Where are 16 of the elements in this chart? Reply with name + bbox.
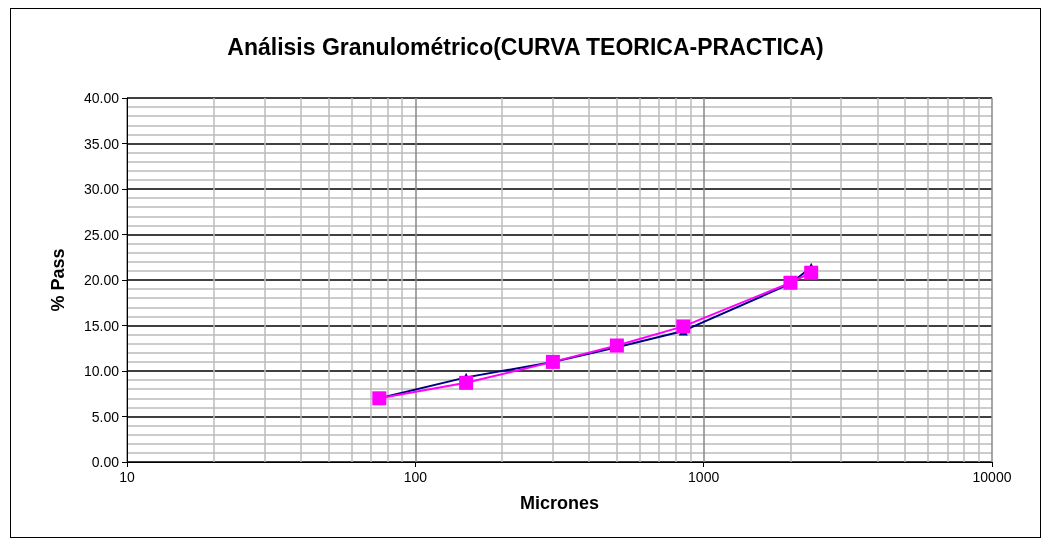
- y-tick-label: 35.00: [83, 135, 120, 152]
- x-tick-label: 10: [119, 469, 135, 485]
- y-tick-label: 30.00: [83, 181, 120, 197]
- chart-title: Análisis Granulométrico(CURVA TEORICA-PRACTICA): [227, 33, 824, 60]
- y-tick-label: 20.00: [83, 272, 120, 288]
- y-tick-label: 5.00: [91, 408, 120, 425]
- x-tick-label: 10000: [972, 469, 1012, 485]
- y-tick-label: 0.00: [91, 454, 120, 470]
- y-tick-label: 25.00: [83, 226, 120, 243]
- y-tick-label: 40.00: [83, 90, 120, 106]
- x-axis-title: Micrones: [519, 493, 600, 513]
- y-tick-label: 10.00: [83, 363, 120, 379]
- x-tick-label: 1000: [688, 469, 720, 485]
- x-tick-label: 100: [403, 469, 428, 485]
- y-axis-title: % Pass: [48, 248, 68, 312]
- y-tick-label: 15.00: [83, 317, 120, 334]
